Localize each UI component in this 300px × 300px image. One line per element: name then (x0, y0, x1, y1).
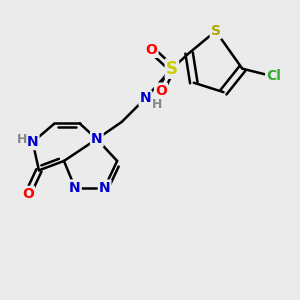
Text: O: O (22, 187, 34, 201)
Text: H: H (152, 98, 162, 111)
Text: O: O (146, 43, 158, 57)
Text: N: N (99, 181, 110, 194)
Text: N: N (140, 92, 151, 105)
Text: S: S (166, 60, 178, 78)
Text: S: S (211, 24, 221, 38)
Text: Cl: Cl (266, 70, 281, 83)
Text: H: H (16, 133, 27, 146)
Text: O: O (155, 84, 167, 98)
Text: N: N (91, 132, 103, 146)
Text: N: N (69, 181, 81, 194)
Text: N: N (27, 135, 38, 149)
